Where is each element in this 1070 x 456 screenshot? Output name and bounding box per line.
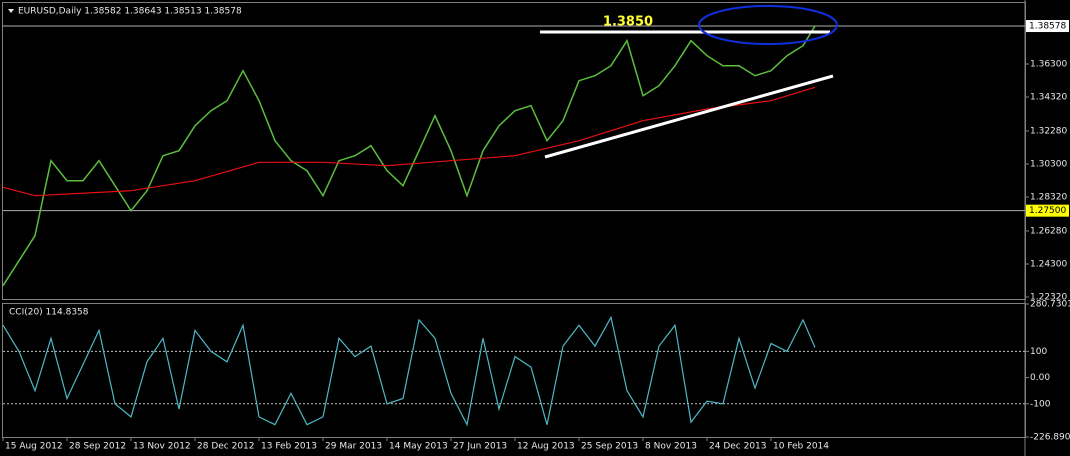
y-tick-label: 1.22320: [1030, 293, 1067, 303]
y-tick-label: 1.26280: [1030, 227, 1067, 237]
trend-line: [544, 74, 834, 159]
price-level-label: 1.27500: [1029, 206, 1066, 216]
cci-title: CCI(20) 114.8358: [9, 308, 89, 318]
x-tick-label: 27 Jun 2013: [453, 442, 507, 452]
x-tick-label: 29 Mar 2013: [325, 442, 382, 452]
x-tick-label: 12 Aug 2013: [517, 442, 575, 452]
menu-icon: [8, 9, 14, 13]
x-tick-label: 25 Sep 2013: [581, 442, 638, 452]
x-tick-label: 24 Dec 2013: [709, 442, 767, 452]
series-line: [2, 315, 816, 427]
y-tick-label: -226.8905: [1030, 433, 1070, 443]
y-tick-label: 100: [1030, 347, 1047, 357]
y-tick-label: 1.36300: [1030, 60, 1067, 70]
annotation: 1.3850: [603, 15, 653, 30]
series-line: [2, 86, 816, 197]
y-tick-label: 0.00: [1030, 373, 1050, 383]
price-level-label: 1.38578: [1029, 22, 1066, 32]
x-tick-label: 10 Feb 2014: [773, 442, 829, 452]
y-tick-label: 1.32280: [1030, 127, 1067, 137]
highlight-ellipse: [698, 5, 838, 45]
x-tick-label: 28 Dec 2012: [197, 442, 255, 452]
price-level-box: [1026, 20, 1069, 33]
y-tick-label: 1.34320: [1030, 93, 1067, 103]
y-tick-label: -100: [1030, 399, 1051, 409]
x-tick-label: 13 Feb 2013: [261, 442, 317, 452]
series-line: [2, 25, 816, 287]
x-tick-label: 8 Nov 2013: [645, 442, 697, 452]
y-tick-label: 1.24300: [1030, 260, 1067, 270]
x-tick-label: 28 Sep 2012: [69, 442, 126, 452]
y-tick-label: 280.7301: [1030, 300, 1070, 310]
y-tick-label: 1.28320: [1030, 193, 1067, 203]
y-tick-label: 1.30300: [1030, 160, 1067, 170]
x-tick-label: 13 Nov 2012: [133, 442, 191, 452]
x-tick-label: 14 May 2013: [389, 442, 448, 452]
price-level-box: [1026, 204, 1069, 217]
x-tick-label: 15 Aug 2012: [5, 442, 63, 452]
chart-title: EURUSD,Daily 1.38582 1.38643 1.38513 1.3…: [18, 7, 242, 17]
